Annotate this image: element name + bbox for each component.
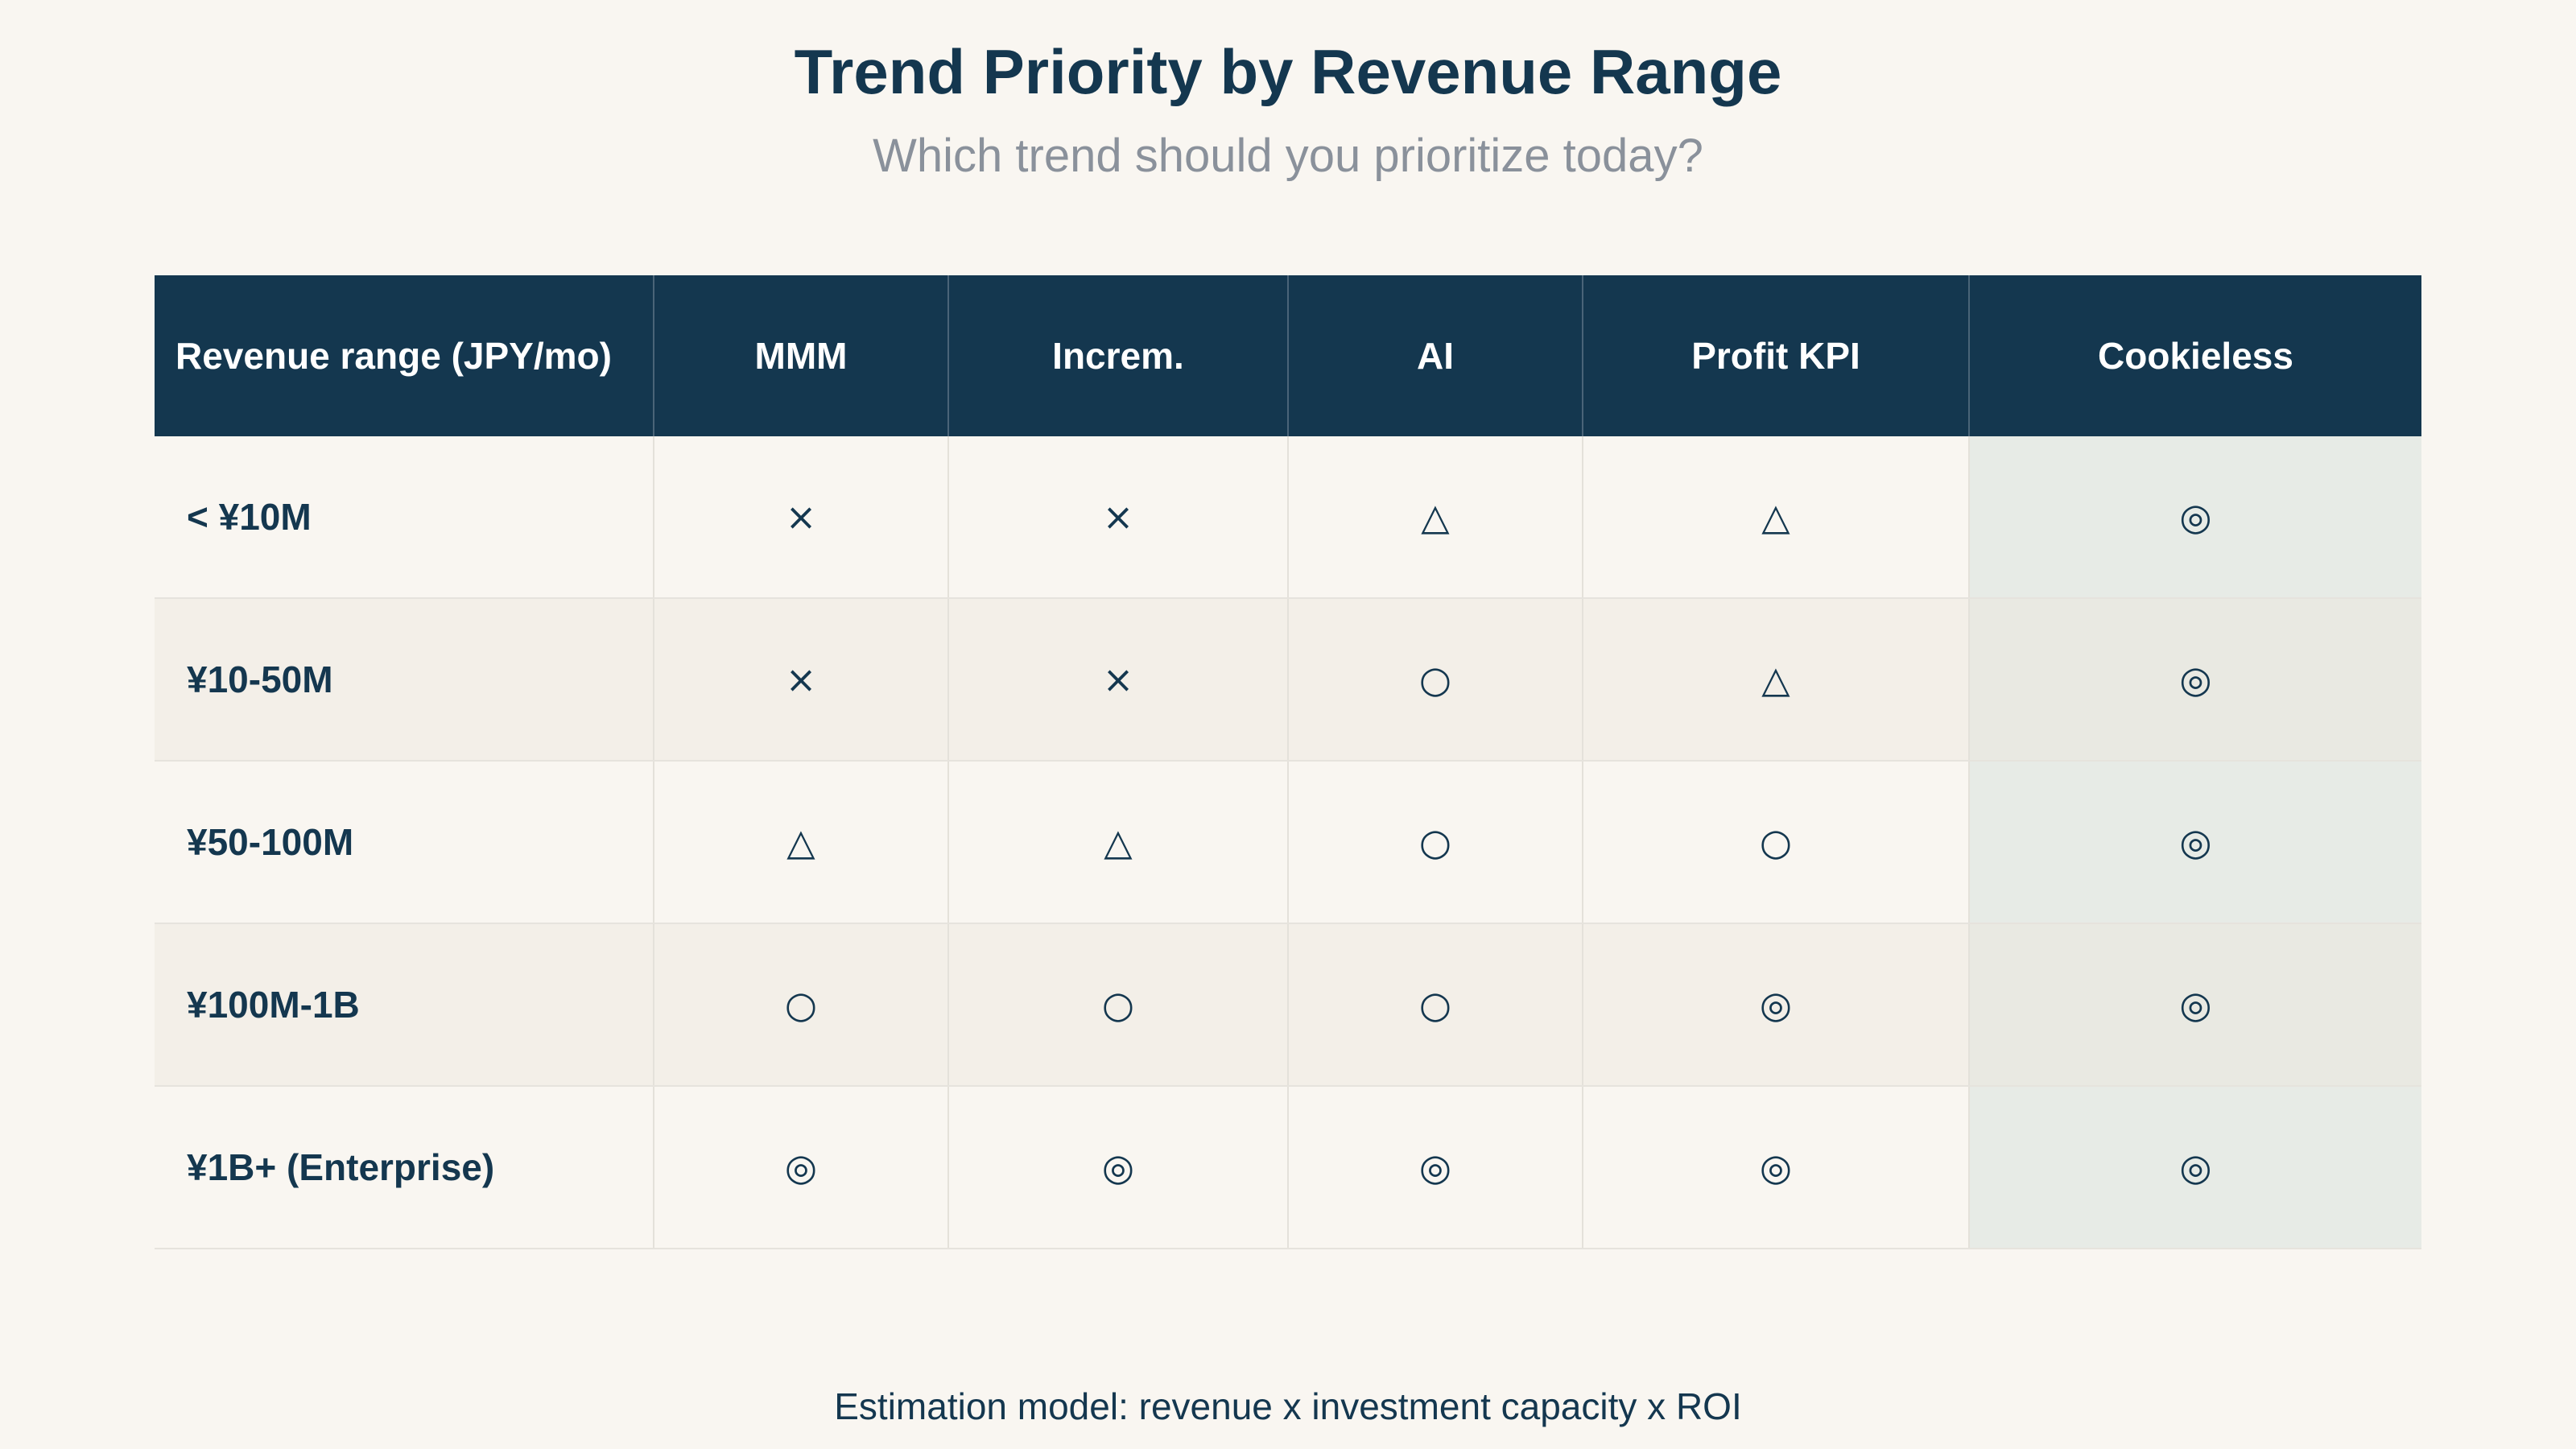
- rating-cell: ◎: [653, 1086, 948, 1249]
- rating-cell: ×: [653, 598, 948, 762]
- rating-cell: △: [1287, 436, 1583, 599]
- chart-title: Trend Priority by Revenue Range: [794, 36, 1782, 107]
- rating-cell: ◎: [1968, 1086, 2421, 1249]
- table-row: ¥1B+ (Enterprise) ◎ ◎ ◎ ◎ ◎: [155, 1086, 2421, 1249]
- rating-cell: ×: [947, 598, 1288, 762]
- rating-cell: ◎: [1968, 761, 2421, 924]
- rating-cell: △: [1582, 598, 1969, 762]
- chart-subtitle: Which trend should you prioritize today?: [873, 130, 1703, 182]
- rating-cell: △: [653, 761, 948, 924]
- rating-cell: ◎: [1968, 598, 2421, 762]
- rating-cell: ○: [947, 923, 1288, 1087]
- footnote: Estimation model: revenue x investment c…: [834, 1385, 1742, 1427]
- rating-cell: ×: [653, 436, 948, 599]
- row-label: < ¥10M: [155, 436, 654, 599]
- priority-table: Revenue range (JPY/mo) MMM Increm. AI Pr…: [155, 275, 2421, 1249]
- table-row: ¥10-50M × × ○ △ ◎: [155, 598, 2421, 762]
- row-label: ¥50-100M: [155, 761, 654, 924]
- table-row: < ¥10M × × △ △ ◎: [155, 436, 2421, 599]
- rating-cell: ○: [1287, 923, 1583, 1087]
- rating-cell: △: [947, 761, 1288, 924]
- rating-cell: ○: [1582, 761, 1969, 924]
- table-body: < ¥10M × × △ △ ◎ ¥10-50M × × ○ △ ◎ ¥50-1…: [155, 436, 2421, 1249]
- table-row: ¥100M-1B ○ ○ ○ ◎ ◎: [155, 923, 2421, 1087]
- rating-cell: ◎: [1582, 1086, 1969, 1249]
- rating-cell: ◎: [1968, 923, 2421, 1087]
- rating-cell: ○: [1287, 761, 1583, 924]
- rating-cell: ◎: [1968, 436, 2421, 599]
- column-header-cookieless: Cookieless: [1968, 275, 2421, 436]
- row-label: ¥10-50M: [155, 598, 654, 762]
- column-header-profit-kpi: Profit KPI: [1582, 275, 1969, 436]
- column-header-revenue-range: Revenue range (JPY/mo): [155, 275, 654, 436]
- rating-cell: ×: [947, 436, 1288, 599]
- rating-cell: ◎: [947, 1086, 1288, 1249]
- row-label: ¥100M-1B: [155, 923, 654, 1087]
- column-header-mmm: MMM: [653, 275, 948, 436]
- column-header-increm: Increm.: [947, 275, 1288, 436]
- rating-cell: ◎: [1287, 1086, 1583, 1249]
- rating-cell: △: [1582, 436, 1969, 599]
- header-row: Revenue range (JPY/mo) MMM Increm. AI Pr…: [155, 275, 2421, 436]
- row-label: ¥1B+ (Enterprise): [155, 1086, 654, 1249]
- rating-cell: ○: [1287, 598, 1583, 762]
- column-header-ai: AI: [1287, 275, 1583, 436]
- rating-cell: ◎: [1582, 923, 1969, 1087]
- rating-cell: ○: [653, 923, 948, 1087]
- table-row: ¥50-100M △ △ ○ ○ ◎: [155, 761, 2421, 924]
